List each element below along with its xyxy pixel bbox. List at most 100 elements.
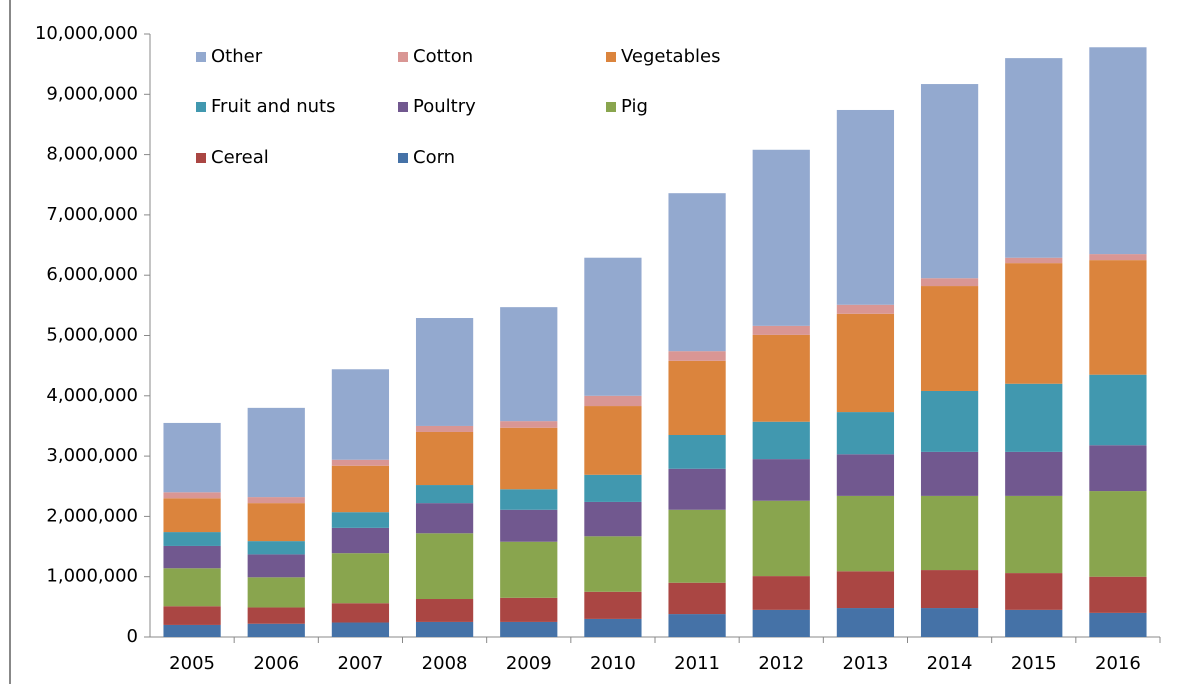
bar-segment bbox=[752, 149, 810, 326]
bar-segment bbox=[836, 109, 895, 305]
x-tick-label: 2011 bbox=[674, 653, 720, 674]
legend-swatch bbox=[398, 102, 408, 112]
bar-segment bbox=[836, 454, 895, 496]
y-tick-label: 1,000,000 bbox=[46, 566, 138, 587]
bar-segment bbox=[920, 608, 979, 637]
bar-segment bbox=[1005, 257, 1063, 264]
bar-segment bbox=[584, 618, 642, 637]
bar-segment bbox=[415, 621, 474, 637]
x-tick-label: 2013 bbox=[843, 653, 889, 674]
bar-segment bbox=[163, 568, 221, 607]
bar-segment bbox=[1089, 254, 1147, 261]
bar-segment bbox=[668, 614, 726, 637]
bar-segment bbox=[668, 193, 726, 352]
bar-segment bbox=[247, 554, 305, 578]
bar-segment bbox=[836, 412, 895, 455]
bar-segment bbox=[752, 576, 810, 610]
bar-segment bbox=[163, 498, 221, 533]
bar-segment bbox=[584, 406, 642, 475]
bar-segment bbox=[247, 607, 305, 624]
bar-segment bbox=[668, 509, 726, 583]
bar-segment bbox=[1089, 260, 1147, 375]
legend-label: Pig bbox=[621, 96, 648, 117]
bar-segment bbox=[500, 421, 558, 428]
y-tick-label: 8,000,000 bbox=[46, 144, 138, 165]
x-tick-label: 2015 bbox=[1011, 653, 1057, 674]
y-tick-label: 9,000,000 bbox=[46, 83, 138, 104]
bar-segment bbox=[1005, 451, 1063, 496]
bar-segment bbox=[500, 489, 558, 510]
bar-segment bbox=[1005, 263, 1063, 384]
bar-segment bbox=[920, 495, 979, 571]
bar-segment bbox=[247, 407, 305, 498]
bar-segment bbox=[1005, 609, 1063, 637]
x-tick-label: 2005 bbox=[169, 653, 215, 674]
bar-segment bbox=[415, 425, 474, 432]
bar-segment bbox=[331, 622, 390, 637]
bar-segment bbox=[1005, 58, 1063, 258]
bar-segment bbox=[331, 459, 390, 466]
legend-label: Vegetables bbox=[621, 46, 720, 67]
bar-segment bbox=[1005, 383, 1063, 452]
x-tick-label: 2008 bbox=[422, 653, 468, 674]
bar-segment bbox=[415, 503, 474, 534]
bar-segment bbox=[584, 474, 642, 502]
bar-segment bbox=[1089, 374, 1147, 446]
legend-label: Cotton bbox=[413, 46, 473, 67]
x-tick-label: 2007 bbox=[338, 653, 384, 674]
bar-segment bbox=[1089, 612, 1147, 637]
bar-segment bbox=[920, 84, 979, 279]
bar-segment bbox=[163, 422, 221, 493]
legend-swatch bbox=[196, 52, 206, 62]
legend-swatch bbox=[398, 52, 408, 62]
bar-segment bbox=[247, 497, 305, 504]
bar-segment bbox=[331, 527, 390, 554]
bar-segment bbox=[920, 390, 979, 452]
legend-swatch bbox=[196, 153, 206, 163]
bar-segment bbox=[752, 609, 810, 637]
bar-segment bbox=[668, 360, 726, 435]
y-tick-label: 6,000,000 bbox=[46, 264, 138, 285]
bar-segment bbox=[163, 606, 221, 625]
bar-segment bbox=[920, 278, 979, 287]
y-tick-label: 4,000,000 bbox=[46, 385, 138, 406]
bar-segment bbox=[668, 434, 726, 469]
bar-segment bbox=[163, 532, 221, 546]
y-tick-label: 5,000,000 bbox=[46, 325, 138, 346]
bar-segment bbox=[836, 313, 895, 413]
bar-segment bbox=[920, 570, 979, 609]
bar-segment bbox=[668, 468, 726, 510]
bar-segment bbox=[1005, 573, 1063, 610]
bar-segment bbox=[836, 304, 895, 314]
bar-segment bbox=[752, 421, 810, 460]
x-tick-label: 2010 bbox=[590, 653, 636, 674]
bar-segment bbox=[247, 503, 305, 542]
bar-segment bbox=[331, 465, 390, 513]
bar-segment bbox=[415, 533, 474, 600]
legend-swatch bbox=[606, 102, 616, 112]
bar-segment bbox=[500, 509, 558, 542]
bar-segment bbox=[415, 485, 474, 504]
y-tick-label: 3,000,000 bbox=[46, 445, 138, 466]
bar-segment bbox=[331, 512, 390, 528]
bar-segment bbox=[500, 427, 558, 490]
bar-segment bbox=[752, 325, 810, 335]
bar-segment bbox=[163, 492, 221, 499]
bar-segment bbox=[1089, 47, 1147, 255]
bar-segment bbox=[415, 431, 474, 486]
legend-swatch bbox=[606, 52, 616, 62]
bar-segment bbox=[500, 621, 558, 637]
bar-segment bbox=[584, 395, 642, 407]
x-tick-label: 2016 bbox=[1095, 653, 1141, 674]
bar-segment bbox=[584, 501, 642, 537]
x-tick-label: 2006 bbox=[253, 653, 299, 674]
bar-segment bbox=[247, 623, 305, 637]
y-tick-label: 0 bbox=[127, 626, 138, 647]
bar-segment bbox=[500, 307, 558, 422]
legend-label: Poultry bbox=[413, 96, 476, 117]
bar-segment bbox=[247, 577, 305, 608]
bar-segment bbox=[584, 257, 642, 396]
y-tick-label: 7,000,000 bbox=[46, 204, 138, 225]
bar-segment bbox=[1089, 491, 1147, 577]
bar-segment bbox=[415, 599, 474, 622]
